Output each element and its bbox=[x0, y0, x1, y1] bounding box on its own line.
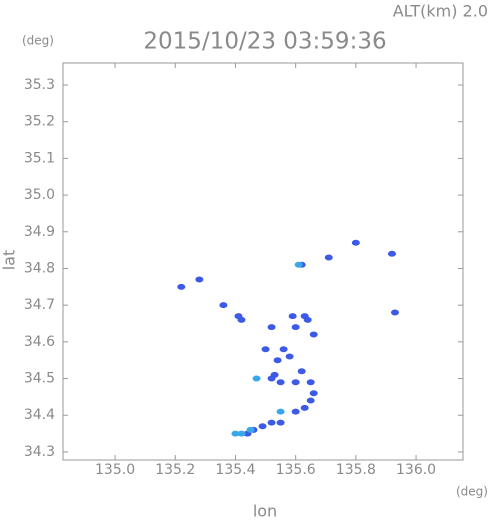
x-tick-label: 135.4 bbox=[215, 462, 255, 478]
echo-point bbox=[276, 379, 285, 386]
chart-title: 2015/10/23 03:59:36 bbox=[143, 29, 386, 55]
x-unit: (deg) bbox=[456, 485, 488, 499]
echo-point bbox=[279, 346, 288, 353]
echo-point bbox=[306, 379, 315, 386]
echo-point bbox=[297, 368, 306, 375]
echo-point bbox=[237, 430, 246, 437]
echo-point bbox=[246, 426, 255, 433]
echo-point bbox=[195, 276, 204, 283]
echo-point bbox=[387, 250, 396, 257]
y-tick-label: 35.3 bbox=[24, 77, 55, 93]
echo-point bbox=[291, 379, 300, 386]
echo-point bbox=[285, 353, 294, 360]
y-tick-label: 34.6 bbox=[24, 334, 55, 350]
echo-point bbox=[237, 316, 246, 323]
echo-point bbox=[252, 375, 261, 382]
plot-frame bbox=[62, 62, 464, 461]
echo-point bbox=[324, 254, 333, 261]
echo-point bbox=[291, 324, 300, 331]
altitude-label: ALT(km) 2.0 bbox=[393, 2, 488, 21]
echo-point bbox=[261, 346, 270, 353]
y-tick-label: 34.8 bbox=[24, 260, 55, 276]
echo-point bbox=[258, 423, 267, 430]
echo-point bbox=[288, 313, 297, 320]
echo-point bbox=[219, 302, 228, 309]
y-unit: (deg) bbox=[22, 34, 54, 48]
y-tick-label: 35.1 bbox=[24, 150, 55, 166]
echo-point bbox=[276, 408, 285, 415]
x-tick-label: 135.8 bbox=[336, 462, 376, 478]
y-tick-label: 34.7 bbox=[24, 297, 55, 313]
x-tick-label: 135.6 bbox=[276, 462, 316, 478]
echo-point bbox=[309, 331, 318, 338]
y-tick-label: 35.0 bbox=[24, 187, 55, 203]
y-tick-label: 35.2 bbox=[24, 114, 55, 130]
echo-point bbox=[303, 316, 312, 323]
echo-point bbox=[231, 430, 240, 437]
y-tick-label: 34.5 bbox=[24, 371, 55, 387]
echo-point bbox=[294, 261, 303, 268]
y-tick-label: 34.3 bbox=[24, 444, 55, 460]
y-axis-label: lat bbox=[0, 250, 19, 271]
x-tick-label: 135.2 bbox=[155, 462, 195, 478]
echo-point bbox=[267, 324, 276, 331]
y-tick-label: 34.4 bbox=[24, 407, 55, 423]
echo-point bbox=[291, 408, 300, 415]
x-axis-label: lon bbox=[253, 502, 277, 521]
y-tick-label: 34.9 bbox=[24, 224, 55, 240]
echo-point bbox=[177, 283, 186, 290]
echo-point bbox=[306, 397, 315, 404]
echo-point bbox=[273, 357, 282, 364]
echo-point bbox=[390, 309, 399, 316]
x-tick-label: 135.0 bbox=[95, 462, 135, 478]
echo-point bbox=[267, 419, 276, 426]
echo-point bbox=[300, 404, 309, 411]
echo-point bbox=[267, 375, 276, 382]
echo-point bbox=[276, 419, 285, 426]
echo-point bbox=[351, 239, 360, 246]
echo-point bbox=[309, 390, 318, 397]
x-tick-label: 136.0 bbox=[396, 462, 436, 478]
